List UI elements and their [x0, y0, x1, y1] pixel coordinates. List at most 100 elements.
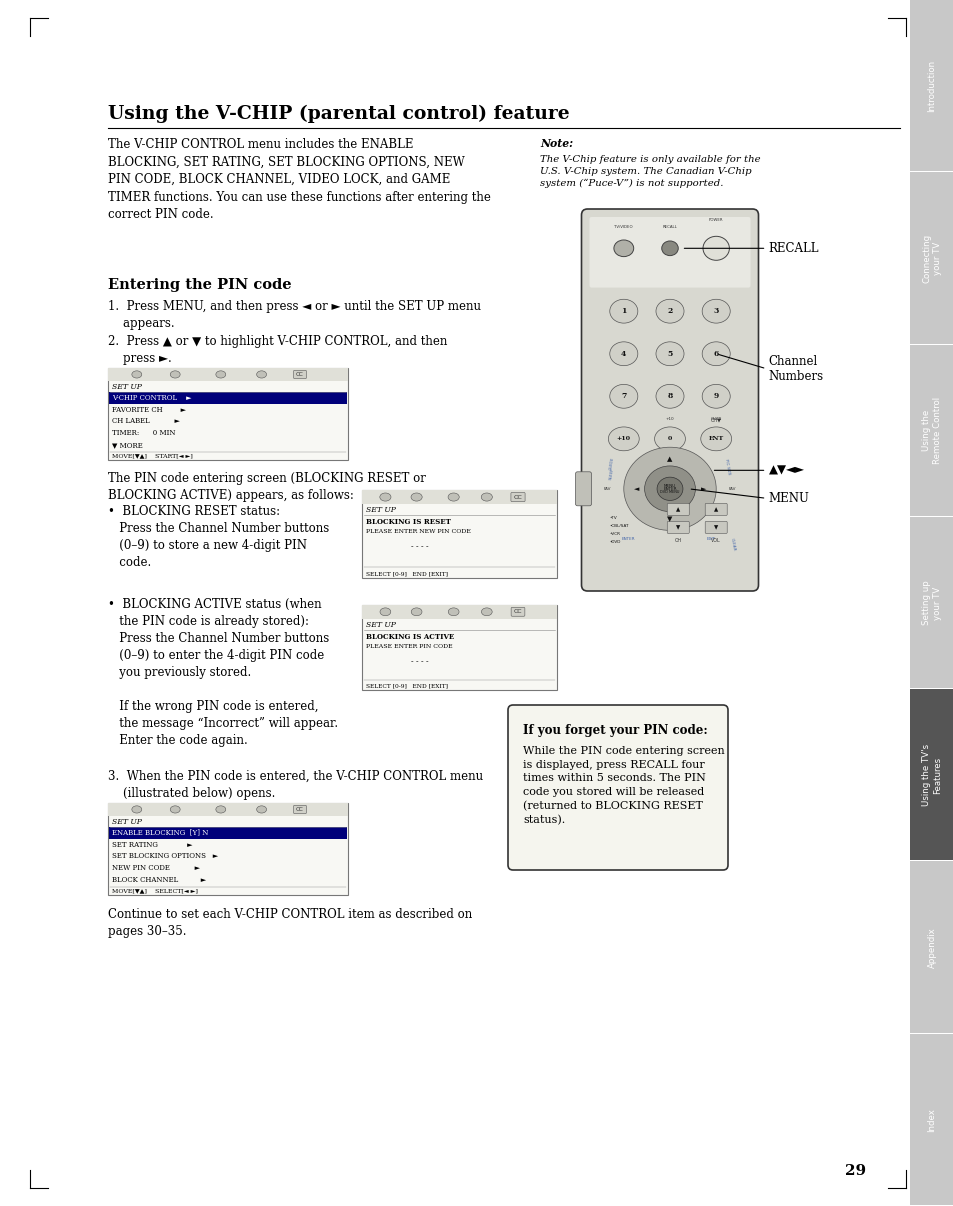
FancyBboxPatch shape	[294, 806, 306, 814]
Text: CC: CC	[295, 371, 304, 377]
Text: SELECT [0-9]   END [EXIT]: SELECT [0-9] END [EXIT]	[366, 683, 448, 687]
Text: SET UP: SET UP	[366, 621, 395, 628]
Ellipse shape	[700, 427, 731, 451]
Bar	[909, 345, 953, 516]
Ellipse shape	[481, 608, 492, 616]
Ellipse shape	[448, 608, 458, 616]
Bar	[109, 392, 347, 404]
Text: CC: CC	[514, 609, 521, 614]
FancyBboxPatch shape	[575, 472, 591, 505]
Text: 8: 8	[667, 392, 672, 400]
FancyBboxPatch shape	[511, 492, 524, 502]
FancyBboxPatch shape	[704, 521, 726, 533]
Ellipse shape	[701, 341, 729, 365]
Text: SELECT [0-9]   END [EXIT]: SELECT [0-9] END [EXIT]	[366, 570, 448, 576]
Text: •  BLOCKING RESET status:
   Press the Channel Number buttons
   (0–9) to store : • BLOCKING RESET status: Press the Chann…	[108, 505, 329, 569]
Ellipse shape	[661, 241, 678, 256]
Text: BLOCK CHANNEL          ►: BLOCK CHANNEL ►	[112, 876, 206, 884]
Ellipse shape	[132, 806, 142, 813]
Text: POWER: POWER	[708, 218, 722, 222]
Text: Continue to set each V-CHIP CONTROL item as described on
pages 30–35.: Continue to set each V-CHIP CONTROL item…	[108, 908, 472, 938]
Text: 4: 4	[620, 350, 626, 358]
Ellipse shape	[256, 806, 266, 813]
Text: VOL: VOL	[711, 538, 720, 544]
FancyBboxPatch shape	[589, 217, 750, 287]
Text: - - - -: - - - -	[411, 543, 428, 551]
FancyBboxPatch shape	[507, 706, 727, 870]
Ellipse shape	[623, 447, 716, 531]
FancyBboxPatch shape	[704, 503, 726, 515]
Text: BLOCKING IS RESET: BLOCKING IS RESET	[366, 519, 451, 526]
Ellipse shape	[701, 385, 729, 408]
Text: V-CHIP CONTROL    ►: V-CHIP CONTROL ►	[112, 394, 192, 402]
Text: ▲: ▲	[666, 456, 672, 462]
Text: The PIN code entering screen (BLOCKING RESET or
BLOCKING ACTIVE) appears, as fol: The PIN code entering screen (BLOCKING R…	[108, 472, 425, 502]
Text: BLOCKING IS ACTIVE: BLOCKING IS ACTIVE	[366, 633, 454, 640]
Text: SET RATING             ►: SET RATING ►	[112, 841, 193, 849]
Text: •TV: •TV	[608, 516, 616, 521]
Ellipse shape	[379, 493, 391, 502]
Text: Using the TV's
Features: Using the TV's Features	[922, 744, 941, 807]
Text: Channel
Numbers: Channel Numbers	[768, 355, 822, 382]
Text: 2.  Press ▲ or ▼ to highlight V-CHIP CONTROL, and then
    press ►.: 2. Press ▲ or ▼ to highlight V-CHIP CONT…	[108, 335, 447, 365]
Text: Appendix: Appendix	[926, 927, 936, 968]
Text: Introduction: Introduction	[926, 60, 936, 112]
Ellipse shape	[215, 806, 226, 813]
Text: CH/IN: CH/IN	[710, 416, 721, 421]
Text: EXIT: EXIT	[706, 538, 715, 541]
Text: RECALL: RECALL	[768, 241, 818, 254]
Ellipse shape	[132, 370, 142, 377]
Text: SET UP: SET UP	[112, 382, 142, 391]
Text: 3.  When the PIN code is entered, the V-CHIP CONTROL menu
    (illustrated below: 3. When the PIN code is entered, the V-C…	[108, 769, 482, 800]
Ellipse shape	[608, 427, 639, 451]
Text: +10: +10	[665, 416, 674, 421]
Text: Connecting
your TV: Connecting your TV	[922, 234, 941, 283]
Ellipse shape	[609, 385, 638, 408]
Bar	[108, 803, 348, 816]
Text: TIMER:      0 MIN: TIMER: 0 MIN	[112, 429, 175, 437]
FancyBboxPatch shape	[511, 608, 524, 616]
Text: SLEEP: SLEEP	[609, 468, 615, 480]
Text: Note:: Note:	[539, 137, 573, 150]
Ellipse shape	[411, 608, 421, 616]
Text: ENT: ENT	[708, 437, 723, 441]
Ellipse shape	[480, 493, 492, 502]
Text: 7: 7	[620, 392, 626, 400]
Ellipse shape	[656, 341, 683, 365]
Bar	[361, 605, 557, 619]
Ellipse shape	[656, 385, 683, 408]
Ellipse shape	[654, 427, 684, 451]
Text: Index: Index	[926, 1108, 936, 1131]
Bar	[361, 490, 557, 578]
Text: Entering the PIN code: Entering the PIN code	[108, 279, 292, 292]
Text: Setting up
your TV: Setting up your TV	[922, 580, 941, 626]
Text: ENTER: ENTER	[621, 538, 635, 541]
Text: •CBL/SAT: •CBL/SAT	[608, 525, 628, 528]
Text: MOVE[▼▲]    START[◄ ►]: MOVE[▼▲] START[◄ ►]	[112, 453, 193, 458]
Bar	[109, 827, 347, 838]
Ellipse shape	[609, 341, 638, 365]
Text: PLEASE ENTER PIN CODE: PLEASE ENTER PIN CODE	[366, 644, 452, 649]
Text: PIC SIZE: PIC SIZE	[723, 458, 730, 475]
Text: If you forget your PIN code:: If you forget your PIN code:	[522, 724, 707, 737]
Ellipse shape	[448, 493, 458, 502]
FancyBboxPatch shape	[666, 521, 688, 533]
Text: The V-Chip feature is only available for the
U.S. V-Chip system. The Canadian V-: The V-Chip feature is only available for…	[539, 156, 760, 188]
Text: ENABLE BLOCKING  [Y] N: ENABLE BLOCKING [Y] N	[112, 829, 208, 837]
Bar	[909, 689, 953, 860]
Text: MOVE[▼▲]    SELECT[◄ ►]: MOVE[▼▲] SELECT[◄ ►]	[112, 888, 198, 892]
Ellipse shape	[215, 370, 226, 377]
Text: DVD MENU: DVD MENU	[659, 490, 679, 493]
Ellipse shape	[644, 466, 695, 511]
Text: ▲: ▲	[676, 507, 679, 511]
Ellipse shape	[411, 493, 422, 502]
Text: ►: ►	[700, 486, 705, 492]
Text: CH▼: CH▼	[710, 417, 720, 422]
Text: Using the
Remote Control: Using the Remote Control	[922, 397, 941, 464]
Text: CC: CC	[513, 494, 522, 499]
Text: 5: 5	[667, 350, 672, 358]
Text: FAVORITE CH        ►: FAVORITE CH ►	[112, 405, 186, 414]
Text: ▼ MORE: ▼ MORE	[112, 441, 143, 449]
Text: 1.  Press MENU, and then press ◄ or ► until the SET UP menu
    appears.: 1. Press MENU, and then press ◄ or ► unt…	[108, 300, 480, 330]
Text: ENTER: ENTER	[662, 487, 676, 491]
